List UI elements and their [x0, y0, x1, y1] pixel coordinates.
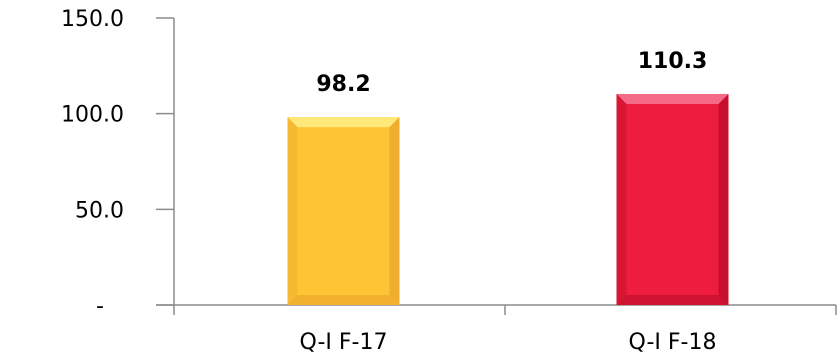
bar-1 — [287, 117, 400, 306]
bar-top-bevel — [287, 117, 400, 128]
bar-value-label: 110.3 — [638, 49, 708, 74]
bar-bottom-bevel — [287, 295, 400, 305]
bar-right-bevel — [718, 93, 729, 305]
bar-value-label: 98.2 — [316, 72, 370, 97]
bar-2 — [616, 93, 729, 305]
bar-left-bevel — [616, 93, 627, 305]
labels: 98.2 Q-I F-17 110.3 Q-I F-18 — [300, 49, 717, 355]
bars — [287, 93, 729, 306]
y-tick-label: 100.0 — [61, 103, 124, 128]
bar-top-bevel — [616, 93, 729, 104]
y-tick-label: 150.0 — [61, 7, 124, 32]
x-category-label: Q-I F-18 — [629, 330, 717, 355]
x-category-label: Q-I F-17 — [300, 330, 388, 355]
bar-face — [287, 117, 400, 306]
bar-right-bevel — [389, 117, 400, 306]
y-tick-label: 50.0 — [75, 198, 124, 223]
bar-bottom-bevel — [616, 295, 729, 305]
bar-face — [616, 93, 729, 305]
axes: - 50.0 100.0 150.0 — [61, 7, 837, 319]
y-tick-label: - — [96, 294, 104, 319]
bar-left-bevel — [287, 117, 298, 306]
